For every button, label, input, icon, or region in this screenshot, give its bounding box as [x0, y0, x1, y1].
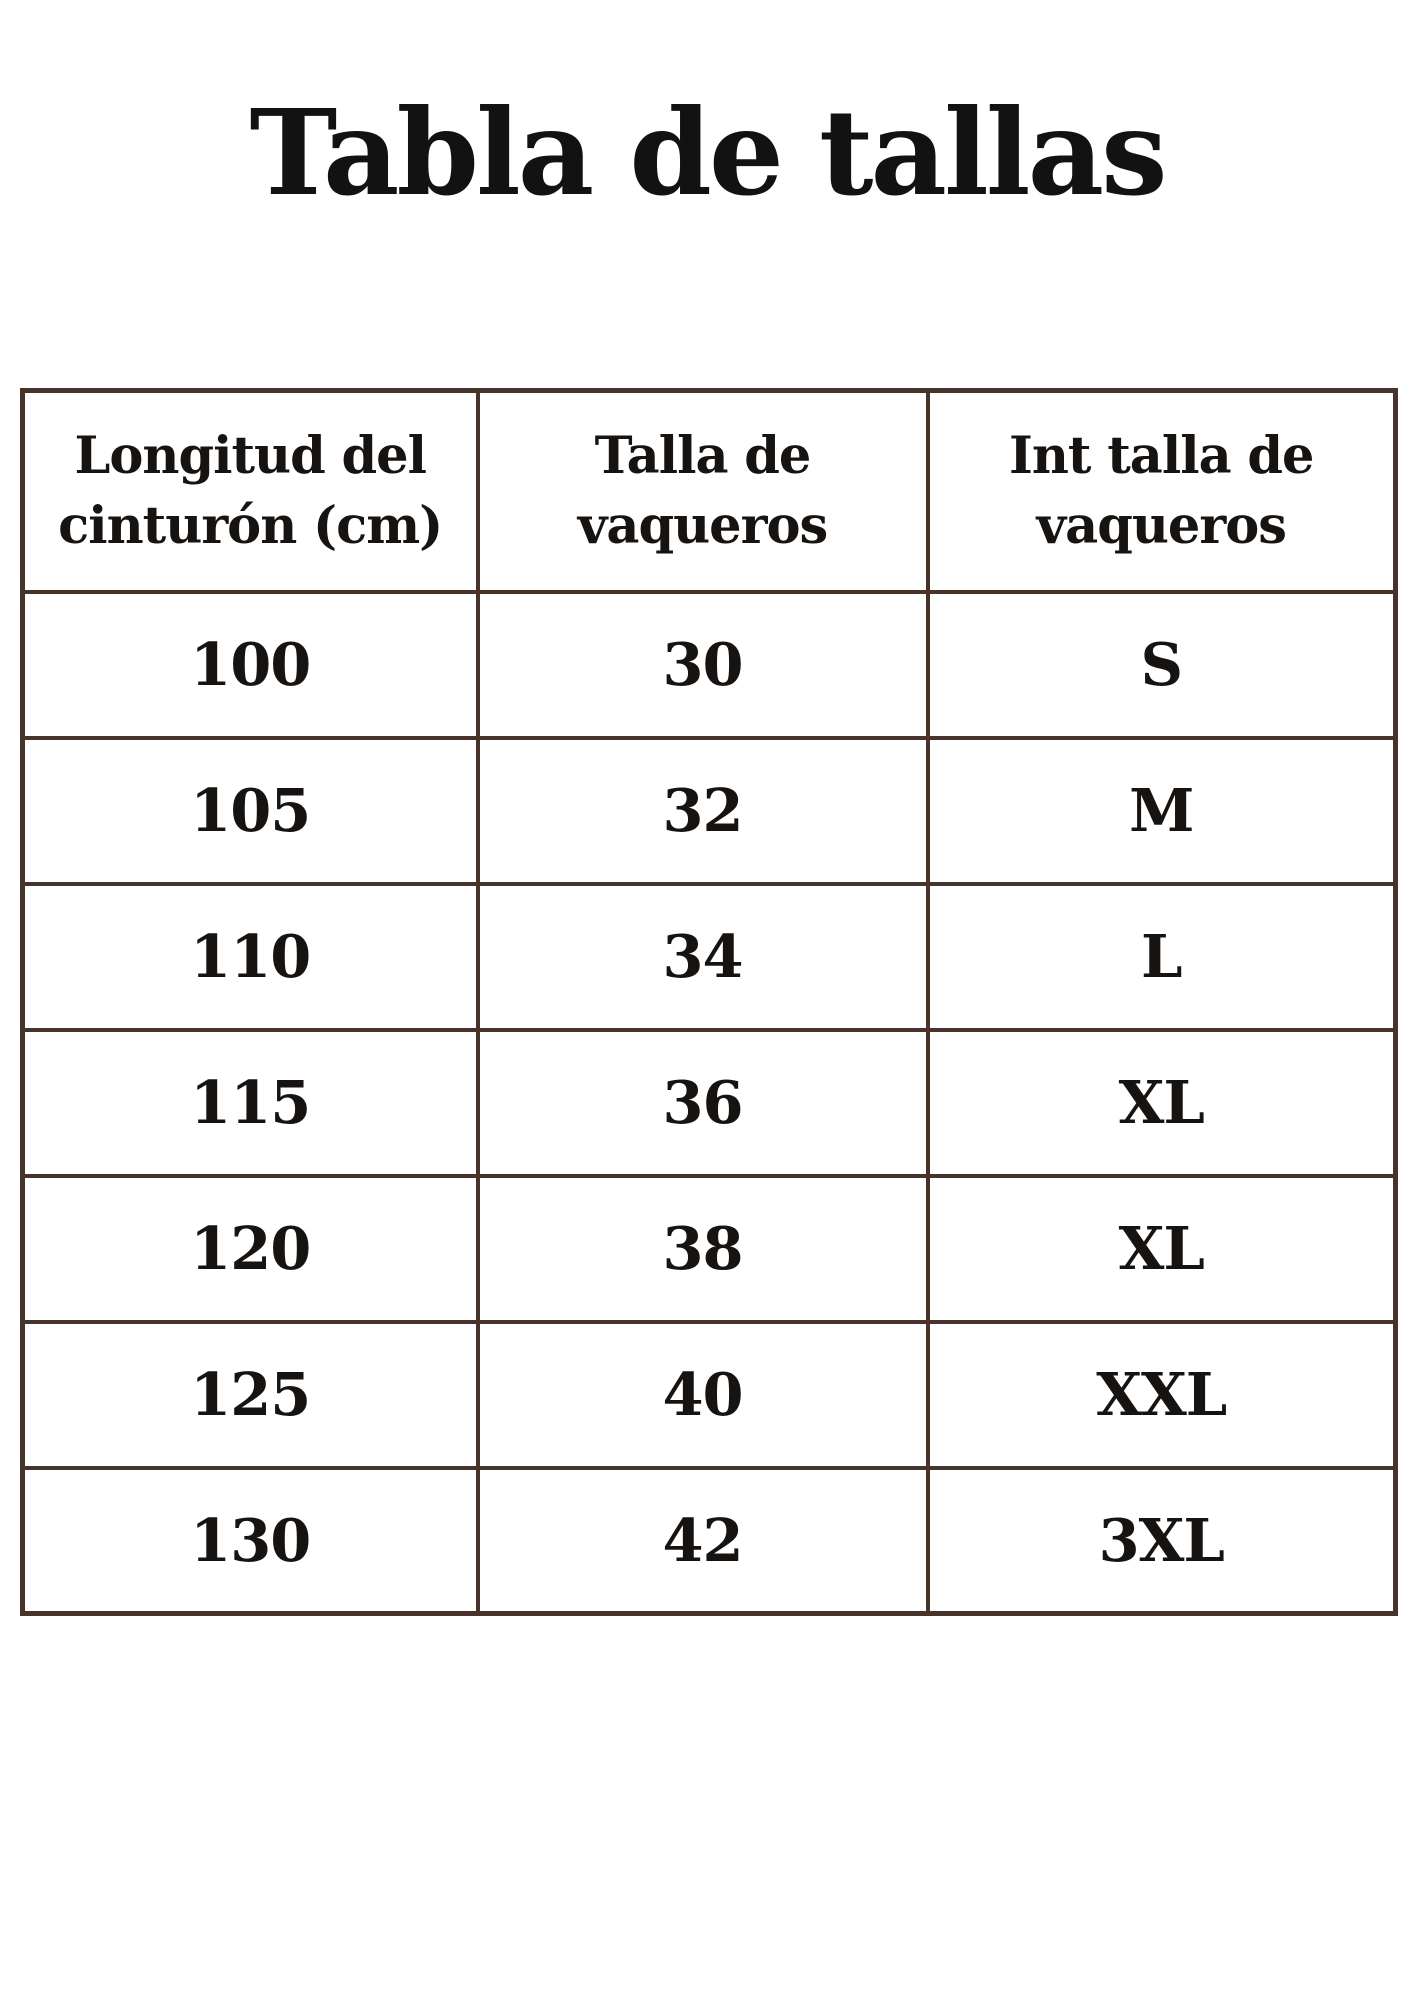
cell-belt-length: 105: [20, 735, 480, 886]
column-header-jeans-size: Talla de vaqueros: [475, 388, 930, 594]
table-row: 115 36 XL: [20, 1027, 1398, 1178]
cell-belt-length: 115: [20, 1027, 480, 1178]
header-line: cinturón (cm): [58, 496, 443, 557]
table-row: 130 42 3XL: [20, 1465, 1398, 1616]
cell-belt-length: 110: [20, 881, 480, 1032]
size-chart-page: Tabla de tallas Longitud del cinturón (c…: [0, 88, 1414, 2000]
header-line: Talla de: [594, 426, 812, 487]
cell-jeans-size: 36: [475, 1027, 930, 1178]
table-row: 110 34 L: [20, 881, 1398, 1032]
cell-intl-size: S: [925, 589, 1398, 740]
header-line: vaqueros: [1036, 496, 1287, 557]
column-header-belt-length: Longitud del cinturón (cm): [20, 388, 480, 594]
cell-belt-length: 130: [20, 1465, 480, 1616]
cell-intl-size: XXL: [925, 1319, 1398, 1470]
header-row: Longitud del cinturón (cm) Talla de vaqu…: [20, 388, 1398, 594]
cell-jeans-size: 42: [475, 1465, 930, 1616]
table-body: 100 30 S 105 32 M 110 34 L 115 36 XL 120: [20, 589, 1398, 1616]
cell-intl-size: 3XL: [925, 1465, 1398, 1616]
cell-jeans-size: 32: [475, 735, 930, 886]
size-chart-table: Longitud del cinturón (cm) Talla de vaqu…: [20, 388, 1398, 1616]
table-header: Longitud del cinturón (cm) Talla de vaqu…: [20, 388, 1398, 594]
table-row: 120 38 XL: [20, 1173, 1398, 1324]
table-row: 105 32 M: [20, 735, 1398, 886]
table-row: 100 30 S: [20, 589, 1398, 740]
column-header-intl-jeans-size: Int talla de vaqueros: [925, 388, 1398, 594]
cell-belt-length: 100: [20, 589, 480, 740]
cell-intl-size: XL: [925, 1173, 1398, 1324]
cell-intl-size: XL: [925, 1027, 1398, 1178]
page-title: Tabla de tallas: [249, 83, 1167, 222]
cell-jeans-size: 34: [475, 881, 930, 1032]
cell-jeans-size: 30: [475, 589, 930, 740]
header-line: Int talla de: [1008, 426, 1315, 487]
cell-intl-size: L: [925, 881, 1398, 1032]
table-row: 125 40 XXL: [20, 1319, 1398, 1470]
cell-jeans-size: 38: [475, 1173, 930, 1324]
header-line: Longitud del: [74, 426, 427, 487]
cell-belt-length: 125: [20, 1319, 480, 1470]
cell-intl-size: M: [925, 735, 1398, 886]
cell-belt-length: 120: [20, 1173, 480, 1324]
cell-jeans-size: 40: [475, 1319, 930, 1470]
header-line: vaqueros: [577, 496, 828, 557]
